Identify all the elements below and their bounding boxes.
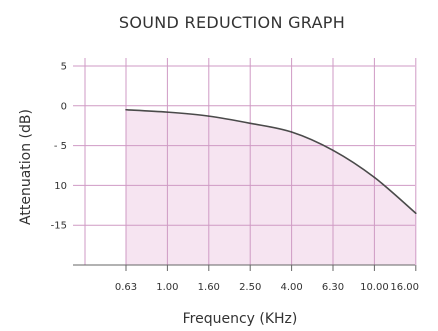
data-point — [249, 122, 251, 125]
attenuation-curve — [125, 108, 417, 214]
y-tick-label: 10 — [54, 181, 67, 192]
y-axis: 5 0 - 5 10 -15 — [51, 61, 67, 231]
attenuation-area — [126, 109, 416, 265]
x-tick-label: 4.00 — [280, 282, 302, 293]
chart-grid — [73, 58, 417, 265]
data-point — [208, 115, 210, 117]
area-fill — [126, 109, 416, 265]
data-point — [332, 149, 334, 152]
data-point — [166, 111, 169, 113]
y-tick-label: 5 — [61, 61, 67, 72]
x-tick-label: 0.63 — [115, 282, 137, 293]
x-tick-label: 1.60 — [198, 282, 220, 293]
y-tick-label: 0 — [61, 101, 67, 112]
x-tick-label: 16.00 — [390, 282, 419, 293]
data-point — [415, 212, 417, 215]
x-tick-label: 1.00 — [156, 282, 178, 293]
x-axis-label: Frequency (KHz) — [183, 311, 298, 327]
x-tick-label: 6.30 — [322, 282, 344, 293]
attenuation-series — [125, 108, 417, 215]
x-axis: 0.63 1.00 1.60 2.50 4.00 6.30 10.00 16.00 — [73, 264, 419, 293]
y-axis-label: Attenuation (dB) — [18, 109, 34, 225]
data-point — [125, 108, 127, 111]
data-point — [373, 176, 376, 179]
data-point — [290, 131, 293, 133]
chart-title: SOUND REDUCTION GRAPH — [119, 13, 345, 32]
y-tick-label: -15 — [51, 221, 67, 232]
x-tick-label: 10.00 — [360, 282, 389, 293]
x-tick-label: 2.50 — [239, 282, 261, 293]
y-tick-label: - 5 — [54, 141, 67, 152]
